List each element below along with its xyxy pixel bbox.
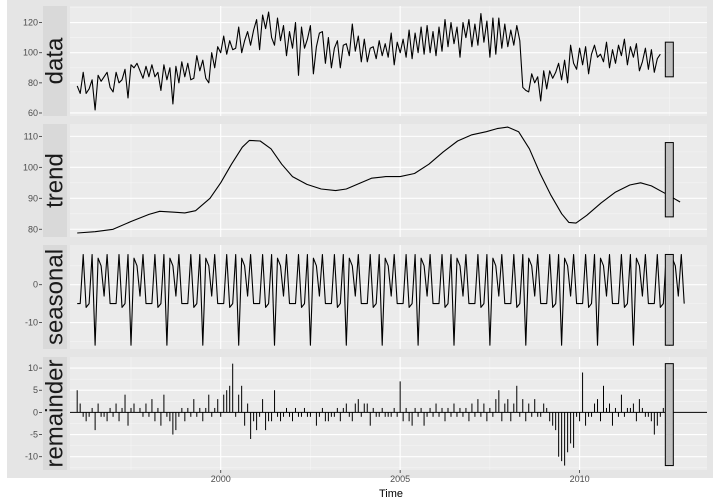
strip-background bbox=[43, 6, 67, 116]
y-tick-label: 100 bbox=[23, 162, 38, 172]
strip-background bbox=[43, 357, 67, 470]
strip-label: remainder bbox=[42, 359, 69, 467]
panel-background bbox=[70, 124, 707, 237]
panel-remainder: remainder -10 -5 0 5 10 bbox=[25, 357, 707, 470]
range-bar bbox=[664, 253, 674, 346]
y-tick-label: 120 bbox=[23, 18, 38, 28]
y-tick-label: -10 bbox=[25, 318, 38, 328]
y-tick-label: 80 bbox=[28, 224, 38, 234]
y-tick-label: 10 bbox=[28, 363, 38, 373]
strip-label: seasonal bbox=[42, 249, 69, 345]
range-bar bbox=[664, 142, 674, 218]
y-tick-label: 5 bbox=[33, 385, 38, 395]
y-tick-label: 80 bbox=[28, 78, 38, 88]
y-tick-label: 100 bbox=[23, 48, 38, 58]
range-bar bbox=[664, 41, 674, 78]
strip-label: data bbox=[42, 37, 69, 84]
y-tick-label: -10 bbox=[25, 452, 38, 462]
x-axis-title: Time bbox=[379, 488, 403, 500]
series-line-trend bbox=[77, 126, 681, 234]
y-tick-label: 60 bbox=[28, 108, 38, 118]
y-tick-label: 110 bbox=[24, 131, 38, 141]
panel-seasonal: seasonal -10 0 bbox=[25, 245, 707, 349]
x-tick-label: 2000 bbox=[211, 474, 231, 484]
range-bar bbox=[664, 363, 674, 467]
x-tick-label: 2010 bbox=[570, 474, 590, 484]
strip-label: trend bbox=[42, 153, 69, 208]
panels-group: data6080100120trend8090100110seasonal-10… bbox=[23, 6, 707, 470]
series-line-seasonal bbox=[77, 253, 685, 346]
x-axis-ticks: 2000 2005 2010 bbox=[211, 470, 590, 484]
x-tick-label: 2005 bbox=[390, 474, 410, 484]
y-tick-label: 0 bbox=[33, 407, 38, 417]
panel-trend: trend 80 90 100 110 bbox=[23, 124, 707, 237]
strip-background bbox=[43, 245, 67, 349]
y-tick-label: 90 bbox=[28, 193, 38, 203]
series-line-data bbox=[76, 11, 661, 111]
panel-data: data 60 80 100 120 bbox=[23, 6, 707, 118]
y-tick-label: -5 bbox=[30, 430, 38, 440]
y-tick-label: 0 bbox=[33, 280, 38, 290]
strip-background bbox=[43, 124, 67, 237]
